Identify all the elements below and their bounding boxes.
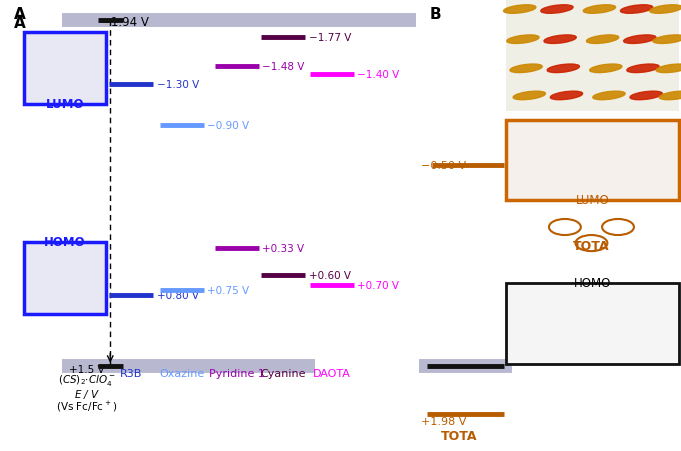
Text: −0.50 V: −0.50 V — [422, 161, 466, 170]
Text: $E$ / V: $E$ / V — [74, 387, 100, 400]
Bar — [507, 0, 679, 112]
Text: $(CS)_2{\cdot}ClO_4^-$: $(CS)_2{\cdot}ClO_4^-$ — [58, 372, 116, 387]
Text: Cyanine: Cyanine — [261, 368, 306, 378]
Ellipse shape — [507, 36, 539, 44]
Text: −1.40 V: −1.40 V — [358, 70, 400, 80]
Text: +0.70 V: +0.70 V — [358, 281, 399, 290]
Text: LUMO: LUMO — [576, 193, 609, 207]
Text: HOMO: HOMO — [574, 276, 612, 290]
Bar — [24, 243, 106, 315]
Ellipse shape — [510, 65, 542, 74]
Ellipse shape — [583, 6, 616, 14]
Text: HOMO: HOMO — [44, 235, 86, 249]
Ellipse shape — [627, 65, 659, 74]
Text: A: A — [14, 7, 26, 22]
Text: B: B — [430, 7, 441, 22]
Ellipse shape — [590, 65, 622, 74]
Text: −1.48 V: −1.48 V — [262, 62, 304, 72]
Ellipse shape — [544, 36, 576, 44]
Ellipse shape — [656, 65, 681, 74]
Text: −1.30 V: −1.30 V — [157, 80, 199, 90]
Ellipse shape — [630, 92, 663, 101]
Text: +0.75 V: +0.75 V — [207, 285, 249, 296]
Ellipse shape — [653, 36, 681, 44]
Bar — [507, 284, 679, 364]
Ellipse shape — [659, 92, 681, 101]
Text: +0.80 V: +0.80 V — [157, 291, 199, 301]
Ellipse shape — [547, 65, 580, 74]
Ellipse shape — [503, 6, 536, 14]
Text: +1.98 V: +1.98 V — [422, 416, 467, 426]
Text: −1.77 V: −1.77 V — [308, 33, 351, 43]
Ellipse shape — [513, 92, 545, 101]
Ellipse shape — [593, 92, 625, 101]
Ellipse shape — [586, 36, 619, 44]
Text: DAOTA: DAOTA — [313, 368, 351, 378]
Text: LUMO: LUMO — [46, 98, 84, 111]
Text: R3B: R3B — [120, 368, 142, 378]
Ellipse shape — [550, 92, 583, 101]
Text: +0.33 V: +0.33 V — [262, 244, 304, 253]
Text: −1.94 V: −1.94 V — [101, 16, 149, 29]
Text: Pyridine 1: Pyridine 1 — [209, 368, 265, 378]
Bar — [507, 120, 679, 200]
Text: +1.5 V: +1.5 V — [69, 364, 105, 374]
Ellipse shape — [620, 6, 653, 14]
Text: TOTA: TOTA — [573, 239, 609, 252]
Text: Oxazine: Oxazine — [159, 368, 205, 378]
Ellipse shape — [650, 6, 681, 14]
Text: A: A — [14, 16, 26, 31]
Ellipse shape — [624, 36, 656, 44]
Bar — [24, 33, 106, 105]
Text: TOTA: TOTA — [441, 429, 477, 442]
Text: (Vs Fc/Fc$^+$): (Vs Fc/Fc$^+$) — [57, 399, 118, 413]
Ellipse shape — [541, 6, 573, 14]
Text: −0.90 V: −0.90 V — [207, 120, 249, 130]
Text: +0.60 V: +0.60 V — [308, 271, 351, 281]
